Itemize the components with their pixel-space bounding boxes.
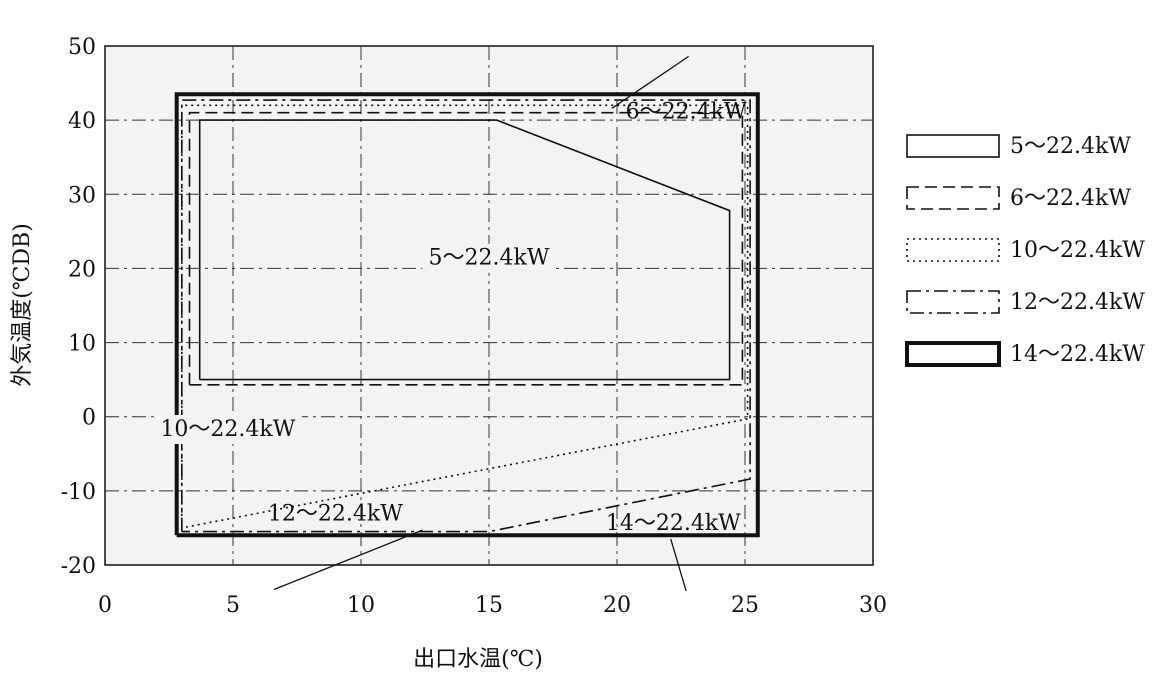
y-tick-label: 20	[68, 257, 96, 282]
region-label-background	[154, 414, 302, 444]
y-tick-label: -20	[61, 554, 96, 579]
series-5-line	[174, 92, 760, 538]
series-1-line	[198, 119, 731, 381]
region-label: 5〜22.4kW	[429, 246, 550, 271]
x-tick-label: 30	[859, 593, 887, 618]
callout-line	[670, 538, 687, 592]
series-4-line	[181, 99, 751, 533]
x-tick-label: 15	[475, 593, 503, 618]
x-tick-label: 25	[731, 593, 759, 618]
legend-swatch	[905, 341, 1001, 367]
x-axis-label: 出口水温(℃)	[413, 647, 543, 672]
y-tick-label: -10	[61, 480, 96, 505]
x-tick-label: 20	[603, 593, 631, 618]
series-layer	[174, 92, 760, 538]
legend-label: 5〜22.4kW	[1010, 134, 1131, 159]
y-axis-label: 外気温度(℃DB)	[10, 223, 35, 387]
legend: 5〜22.4kW 6〜22.4kW 10〜22.4kW 12〜22.4kW 14〜22.…	[905, 134, 1145, 367]
region-label: 12〜22.4kW	[268, 502, 403, 527]
callout-lines	[273, 55, 690, 592]
region-label-background	[422, 243, 556, 273]
y-tick-label: 50	[68, 35, 96, 60]
x-tick-label: 5	[226, 593, 240, 618]
region-label: 6〜22.4kW	[626, 100, 747, 125]
x-tick-label: 10	[347, 593, 375, 618]
legend-label: 6〜22.4kW	[1010, 186, 1131, 211]
legend-swatch	[906, 290, 1000, 314]
y-tick-label: 0	[82, 406, 96, 431]
y-tick-label: 10	[68, 332, 96, 357]
legend-swatch	[906, 134, 1000, 158]
region-label: 14〜22.4kW	[606, 511, 741, 536]
region-label: 10〜22.4kW	[160, 417, 295, 442]
legend-label: 14〜22.4kW	[1010, 342, 1145, 367]
legend-swatch	[906, 238, 1000, 262]
series-3-line	[181, 104, 749, 529]
legend-label: 10〜22.4kW	[1010, 238, 1145, 263]
x-tick-label: 0	[98, 593, 112, 618]
callout-line	[611, 55, 690, 109]
legend-label: 12〜22.4kW	[1010, 290, 1145, 315]
series-2-line	[188, 111, 744, 386]
region-labels: 5〜22.4kW 10〜22.4kW 6〜22.4kW 12〜22.4kW 14〜22.…	[154, 100, 747, 536]
y-tick-label: 40	[68, 109, 96, 134]
tick-labels: 0 5 10 15 20 25 30 50 40 30 20 10 0 -10 -20	[61, 35, 887, 618]
legend-swatch	[906, 186, 1000, 210]
callout-line	[273, 529, 423, 591]
y-tick-label: 30	[68, 183, 96, 208]
